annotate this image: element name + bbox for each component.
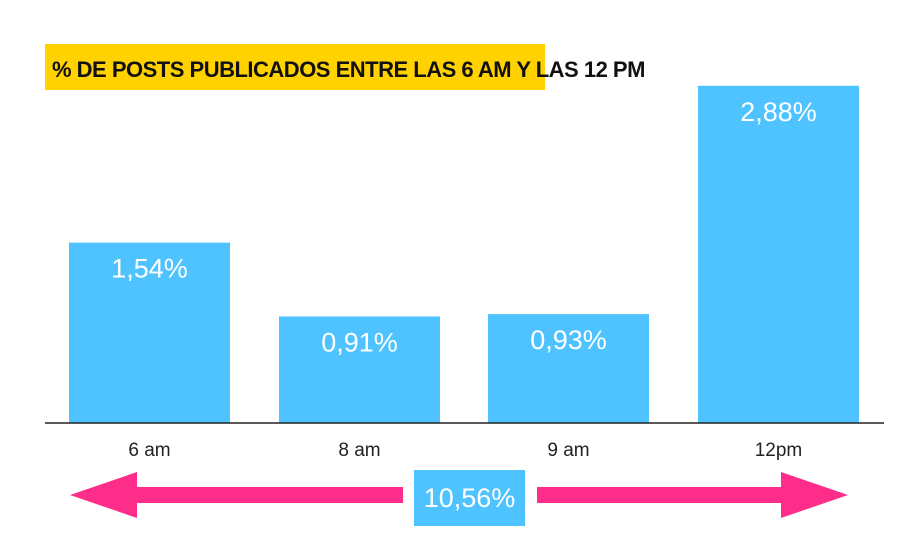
bar-8-am xyxy=(279,316,440,423)
chart-title: % DE POSTS PUBLICADOS ENTRE LAS 6 AM Y L… xyxy=(52,57,645,82)
x-tick-label: 12pm xyxy=(755,440,803,461)
bar-value-label: 0,91% xyxy=(321,327,398,357)
bar-9-am xyxy=(488,314,649,423)
left-arrow-icon xyxy=(70,472,403,518)
bars-group: 1,54% 0,91% 0,93% 2,88% xyxy=(69,85,859,423)
total-range-arrow: 10,56% xyxy=(70,470,848,526)
bar-6-am xyxy=(69,242,230,423)
bar-value-label: 0,93% xyxy=(530,325,607,355)
bar-value-label: 2,88% xyxy=(740,97,817,127)
chart-title-background xyxy=(45,44,545,90)
total-badge-background xyxy=(414,470,525,526)
bar-value-label: 1,54% xyxy=(111,254,188,284)
total-value-label: 10,56% xyxy=(424,483,516,513)
right-arrow-icon xyxy=(537,472,848,518)
x-tick-label: 9 am xyxy=(547,440,589,461)
bar-12pm xyxy=(698,85,859,423)
x-axis-ticks: 6 am 8 am 9 am 12pm xyxy=(128,440,802,461)
x-tick-label: 8 am xyxy=(338,440,380,461)
chart-title-banner: % DE POSTS PUBLICADOS ENTRE LAS 6 AM Y L… xyxy=(45,44,645,90)
x-tick-label: 6 am xyxy=(128,440,170,461)
